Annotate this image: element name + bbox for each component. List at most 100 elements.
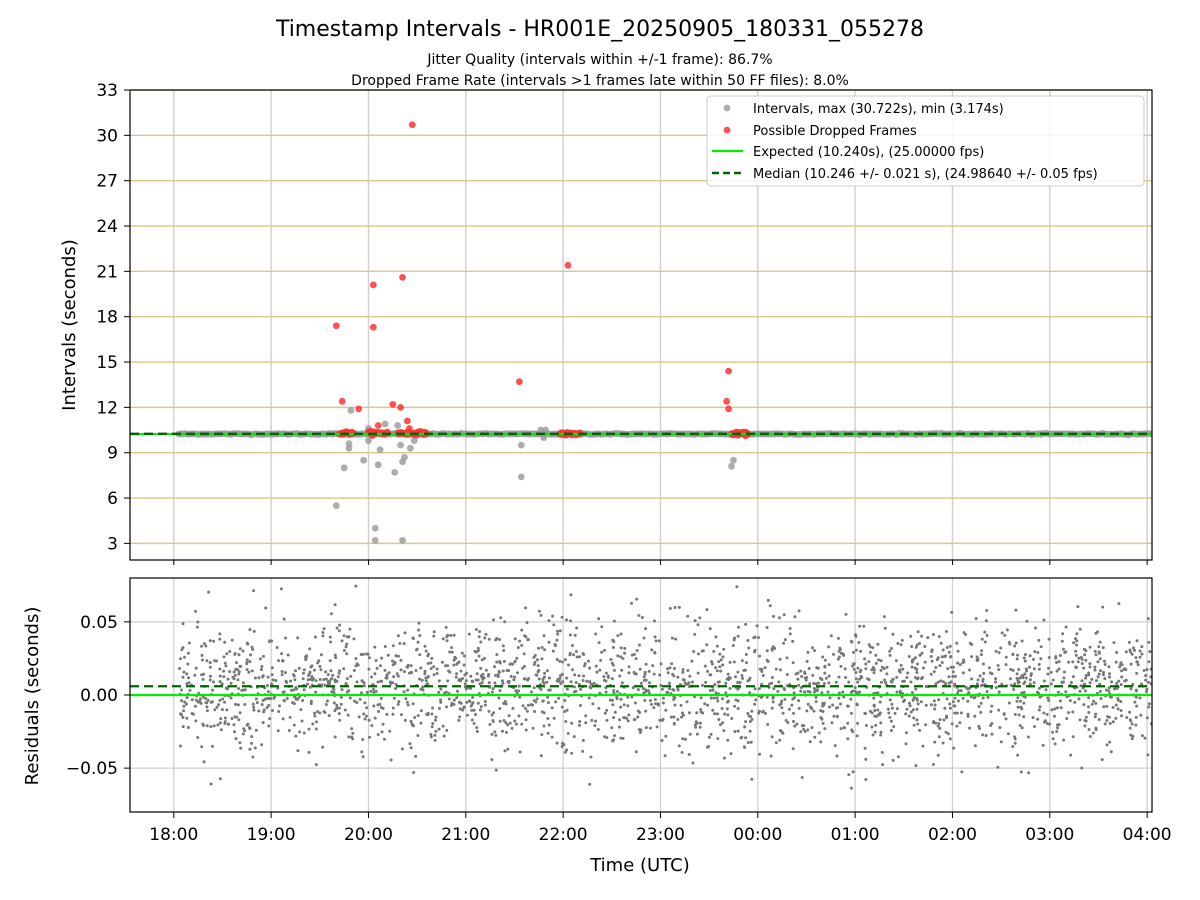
residual-point — [581, 652, 585, 656]
residual-point — [582, 664, 586, 668]
residual-point — [612, 689, 616, 693]
residual-point — [496, 675, 500, 679]
residual-point — [594, 664, 598, 668]
residual-point — [223, 716, 227, 720]
residuals-y-tick-label: 0.05 — [80, 613, 118, 633]
residual-point — [497, 670, 501, 674]
residual-point — [994, 686, 998, 690]
residual-point — [1088, 645, 1092, 649]
residual-point — [313, 635, 317, 639]
residual-point — [709, 673, 713, 677]
residual-point — [944, 730, 948, 734]
residual-point — [831, 652, 835, 656]
residual-point — [1094, 712, 1098, 716]
residual-point — [722, 729, 726, 733]
residual-point — [871, 666, 875, 670]
residual-point — [399, 658, 403, 662]
residual-point — [648, 698, 652, 702]
residual-point — [1039, 657, 1043, 661]
residual-point — [1149, 675, 1152, 679]
residual-point — [308, 647, 312, 651]
residual-point — [940, 660, 944, 664]
residual-point — [970, 655, 974, 659]
residual-point — [493, 730, 497, 734]
residual-point — [520, 643, 524, 647]
residual-point — [596, 728, 600, 732]
residual-point — [921, 744, 925, 748]
residual-point — [201, 722, 205, 726]
residual-point — [518, 695, 522, 699]
residual-point — [872, 696, 876, 700]
residual-point — [1098, 657, 1102, 661]
residual-point — [673, 703, 677, 707]
residual-point — [600, 650, 604, 654]
residual-point — [504, 721, 508, 725]
residual-point — [867, 643, 871, 647]
residual-point — [348, 627, 352, 631]
residual-point — [245, 658, 249, 662]
residual-point — [338, 623, 342, 627]
residual-point — [208, 665, 212, 669]
residual-point — [513, 637, 517, 641]
intervals-y-tick-label: 33 — [96, 81, 118, 101]
residual-point — [211, 688, 215, 692]
residual-point — [222, 700, 226, 704]
residual-point — [958, 663, 962, 667]
residual-point — [955, 724, 959, 728]
residual-point — [907, 654, 911, 658]
residual-point — [1018, 676, 1022, 680]
residual-point — [396, 702, 400, 706]
residual-point — [337, 671, 341, 675]
residual-point — [288, 715, 292, 719]
residual-point — [561, 680, 565, 684]
residual-point — [1120, 675, 1124, 679]
residual-point — [1084, 715, 1088, 719]
residual-point — [589, 686, 593, 690]
interval-point — [347, 406, 355, 414]
residual-point — [990, 672, 994, 676]
residual-point — [550, 735, 554, 739]
residual-point — [784, 719, 788, 723]
residual-point — [547, 676, 551, 680]
interval-point — [406, 444, 414, 452]
residual-point — [807, 667, 811, 671]
residual-point — [359, 691, 363, 695]
residual-point — [770, 735, 774, 739]
residual-point — [906, 671, 910, 675]
residual-point — [770, 676, 774, 680]
residual-point — [282, 617, 286, 621]
residual-point — [1077, 656, 1081, 660]
residual-point — [465, 671, 469, 675]
dropped-frame-point — [404, 417, 411, 425]
residual-point — [409, 664, 413, 668]
residual-point — [1111, 720, 1115, 724]
residual-point — [985, 608, 989, 612]
residual-point — [1016, 705, 1020, 709]
residual-point — [852, 662, 856, 666]
interval-point — [365, 437, 372, 445]
residual-point — [309, 699, 313, 703]
residual-point — [279, 587, 283, 591]
residual-point — [827, 674, 831, 678]
residual-point — [932, 719, 936, 723]
residual-point — [894, 659, 898, 663]
residual-point — [433, 738, 437, 742]
residual-point — [1015, 657, 1019, 661]
residual-point — [183, 700, 187, 704]
residual-point — [490, 732, 494, 736]
residual-point — [720, 697, 724, 701]
residual-point — [986, 695, 990, 699]
residual-point — [885, 672, 889, 676]
residual-point — [242, 688, 246, 692]
residual-point — [632, 670, 636, 674]
residual-point — [1013, 713, 1017, 717]
residual-point — [449, 703, 453, 707]
residual-point — [989, 710, 993, 714]
residual-point — [448, 650, 452, 654]
residual-point — [920, 677, 924, 681]
residual-point — [314, 720, 318, 724]
residual-point — [768, 604, 772, 608]
residual-point — [955, 711, 959, 715]
residual-point — [306, 678, 310, 682]
residual-point — [605, 736, 609, 740]
